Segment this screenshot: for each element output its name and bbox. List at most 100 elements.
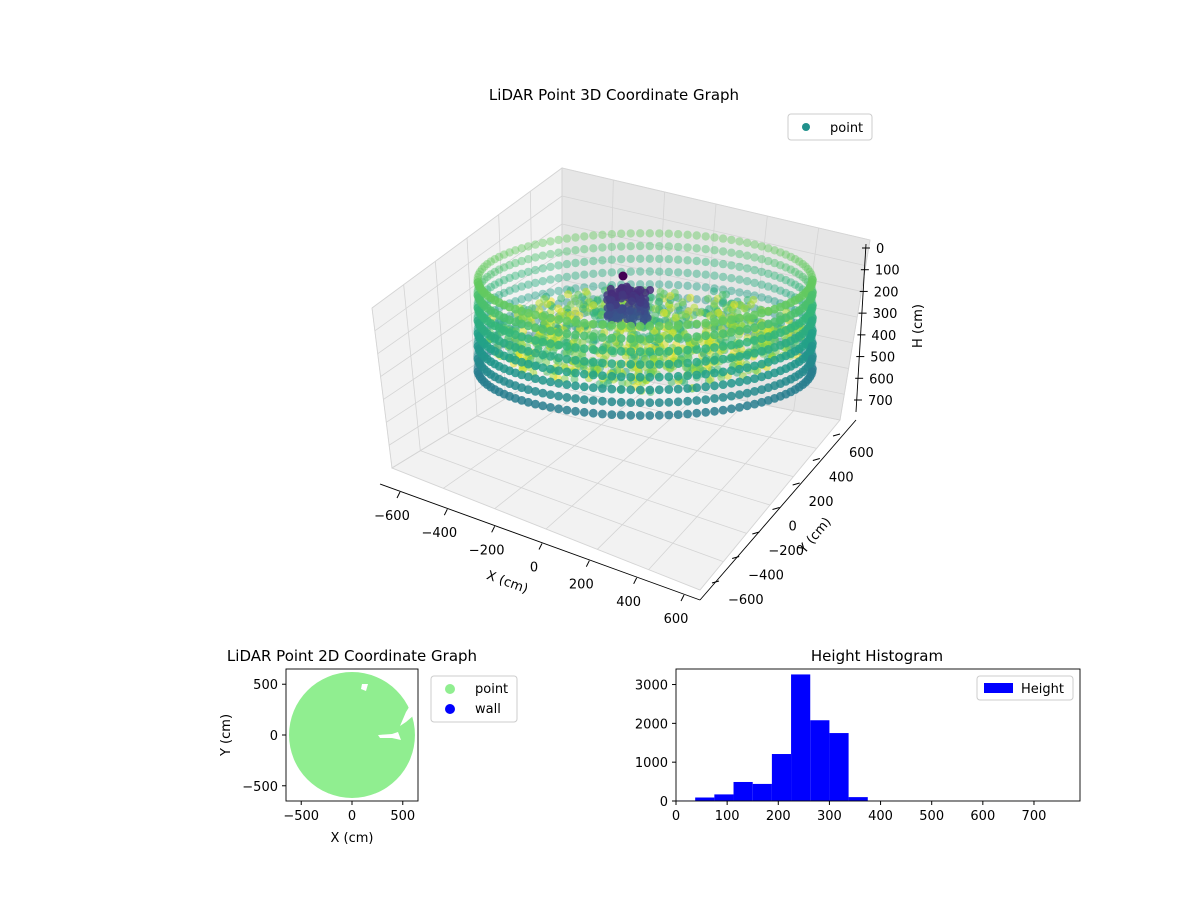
point-3d xyxy=(764,282,773,291)
point-3d xyxy=(562,380,572,389)
point-3d xyxy=(683,320,692,330)
point-3d xyxy=(673,410,683,419)
hist-x-tick-label: 600 xyxy=(970,809,995,824)
point-3d xyxy=(735,339,744,348)
point-3d xyxy=(645,267,654,276)
y2d-tick-label: −500 xyxy=(242,780,278,795)
point-3d xyxy=(564,290,573,299)
point-3d xyxy=(664,359,674,369)
point-3d xyxy=(770,246,779,255)
point-3d xyxy=(674,281,683,290)
chart-3d-z-axis xyxy=(855,243,867,413)
point-3d xyxy=(791,255,800,264)
point-3d xyxy=(655,280,664,289)
point-3d xyxy=(645,385,655,395)
point-3d xyxy=(664,334,674,343)
point-3d xyxy=(554,286,563,296)
point-3d xyxy=(643,313,652,322)
point-3d xyxy=(727,353,736,363)
point-3d xyxy=(683,409,692,419)
x3d-tick-label: −200 xyxy=(469,543,505,558)
point-3d xyxy=(654,398,664,407)
point-3d xyxy=(701,407,711,417)
point-3d xyxy=(750,399,759,409)
point-3d xyxy=(538,388,548,398)
gap-1 xyxy=(361,684,368,691)
hist-x-tick-label: 200 xyxy=(766,809,791,824)
point-3d xyxy=(579,344,589,353)
point-3d xyxy=(664,280,673,289)
point-3d xyxy=(683,396,692,406)
point-3d xyxy=(490,267,499,277)
point-3d xyxy=(626,334,636,344)
point-3d xyxy=(635,347,645,357)
point-3d xyxy=(546,352,555,361)
point-3d xyxy=(475,267,485,276)
point-3d xyxy=(486,270,495,279)
point-3d xyxy=(571,233,580,242)
chart-hist: Height Histogram 0 100 200 300 400 500 600 7000… xyxy=(635,647,1081,824)
point-3d xyxy=(580,270,589,279)
point-3d xyxy=(692,396,702,405)
point-3d xyxy=(495,265,504,274)
point-3d xyxy=(554,391,563,401)
hist-x-tick-label: 0 xyxy=(672,809,680,824)
point-3d xyxy=(692,332,702,342)
point-3d xyxy=(490,255,499,264)
point-3d xyxy=(757,359,767,369)
point-3d xyxy=(626,306,634,315)
point-3d xyxy=(654,410,664,420)
point-3d xyxy=(540,295,549,304)
point-3d xyxy=(531,265,540,275)
point-3d xyxy=(546,390,555,399)
point-3d xyxy=(607,255,616,264)
point-3d xyxy=(579,407,589,417)
point-3d xyxy=(589,244,598,253)
point-3d xyxy=(589,301,598,310)
grid-line xyxy=(699,419,841,591)
point-3d xyxy=(692,345,702,354)
point-3d xyxy=(495,278,504,287)
point-3d xyxy=(742,312,752,321)
point-3d xyxy=(701,283,710,292)
point-3d xyxy=(635,321,645,331)
point-3d xyxy=(486,282,495,292)
point-3d xyxy=(786,252,795,262)
point-3d xyxy=(655,229,664,238)
chart-3d-legend-label: point xyxy=(830,121,863,136)
point-3d xyxy=(626,398,636,407)
point-3d xyxy=(531,278,540,288)
point-3d xyxy=(588,357,598,367)
point-3d xyxy=(562,393,572,402)
point-3d xyxy=(606,303,615,312)
point-3d xyxy=(580,245,589,254)
point-3d xyxy=(746,300,755,309)
point-3d xyxy=(571,271,580,280)
point-3d xyxy=(562,405,572,415)
chart-2d-title: LiDAR Point 2D Coordinate Graph xyxy=(227,647,477,665)
y3d-tick xyxy=(752,531,760,535)
point-3d xyxy=(531,336,540,345)
point-3d xyxy=(505,248,514,257)
point-3d xyxy=(626,229,635,238)
point-3d xyxy=(511,271,520,280)
point-3d xyxy=(579,382,589,392)
point-3d xyxy=(709,287,718,296)
point-3d xyxy=(735,352,744,361)
point-3d xyxy=(607,359,617,368)
point-3d xyxy=(517,244,526,253)
x3d-tick-label: 200 xyxy=(569,578,594,593)
point-3d xyxy=(538,324,548,334)
grid-line xyxy=(371,307,393,469)
point-3d xyxy=(735,377,744,387)
point-3d xyxy=(571,355,580,365)
point-3d xyxy=(598,358,607,368)
point-3d xyxy=(791,280,800,289)
point-3d xyxy=(588,332,598,342)
y3d-tick-label: 400 xyxy=(829,471,854,486)
point-3d xyxy=(575,299,584,308)
point-3d xyxy=(710,355,719,365)
point-3d xyxy=(517,383,527,393)
point-3d xyxy=(710,233,719,242)
point-3d xyxy=(743,277,752,286)
